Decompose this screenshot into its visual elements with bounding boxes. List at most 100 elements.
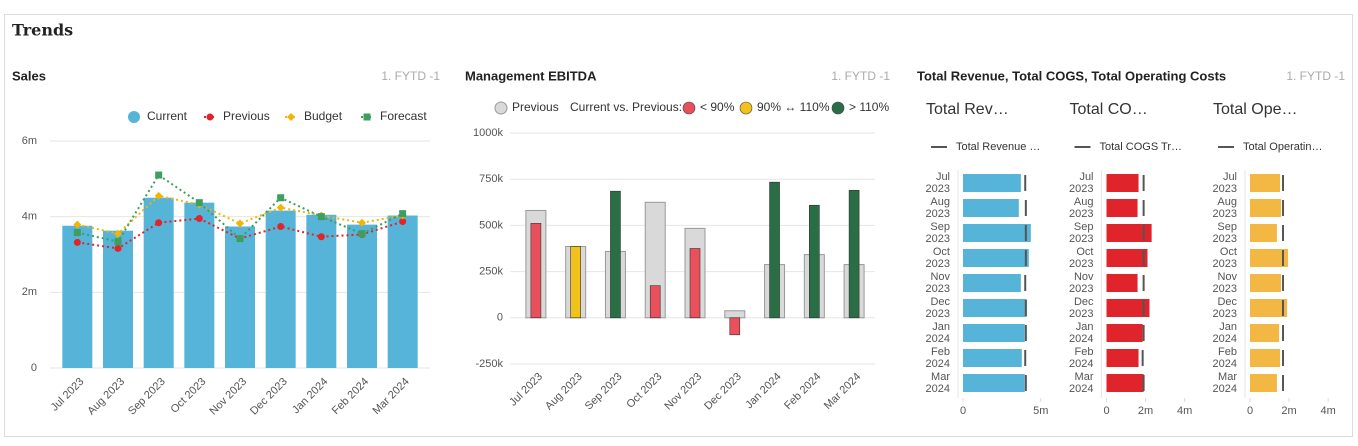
bar [1250, 224, 1277, 242]
y-tick-label: Feb 2024 [1069, 345, 1094, 371]
bar [963, 324, 1025, 342]
y-tick-label: 500k [479, 219, 503, 231]
bar [530, 223, 542, 319]
marker [358, 230, 366, 238]
legend-marker [287, 113, 295, 121]
y-tick-label: Aug 2023 [925, 195, 950, 221]
y-tick-label: Mar 2024 [1212, 370, 1237, 396]
legend-label: Total Revenue … [956, 141, 1040, 153]
y-tick-label: 0 [497, 312, 503, 324]
marker [195, 199, 203, 207]
bar [1106, 324, 1143, 342]
y-tick-label: Jan 2024 [1069, 320, 1094, 346]
marker [399, 210, 407, 218]
x-tick-label: 0 [960, 405, 966, 417]
marker [154, 191, 163, 200]
marker [155, 171, 163, 179]
bar [570, 246, 581, 319]
chart-title: Management EBITDA [465, 68, 597, 83]
line [77, 173, 404, 243]
y-tick-label: Jul 2023 [925, 170, 950, 196]
legend-label: Previous [512, 100, 559, 114]
bar [1250, 299, 1288, 317]
chart-subtitle: 1. FYTD -1 [1286, 69, 1345, 83]
y-tick-label: Oct 2023 [925, 245, 950, 271]
y-tick-label: Nov 2023 [925, 270, 950, 296]
bar [1106, 224, 1152, 242]
x-tick-label: Oct 2023 [624, 371, 664, 411]
y-tick-label: Oct 2023 [1212, 245, 1237, 271]
bar [963, 199, 1019, 217]
legend-label: Current [147, 109, 188, 123]
bar [1250, 324, 1280, 342]
y-tick-label: Sep 2023 [925, 220, 950, 246]
marker [73, 238, 81, 246]
bar [963, 349, 1022, 367]
legend-swatch [128, 111, 140, 123]
legend-label: < 90% [700, 100, 735, 114]
legend-label: Total COGS Tr… [1100, 141, 1183, 153]
x-tick-label: 4m [1177, 405, 1192, 417]
x-tick-label: 4m [1320, 405, 1335, 417]
bar [1250, 374, 1277, 392]
panel-title: Total Ope… [1213, 101, 1297, 118]
bar [387, 215, 418, 368]
x-tick-label: 2m [1138, 405, 1153, 417]
x-tick-label: Aug 2023 [543, 371, 585, 413]
bar [1250, 274, 1282, 292]
x-tick-label: 5m [1033, 405, 1048, 417]
y-tick-label: Jan 2024 [925, 320, 950, 346]
legend-label: Previous [223, 109, 270, 123]
bar [1106, 349, 1139, 367]
bar [1250, 249, 1289, 267]
y-tick-label: 1000k [473, 127, 503, 139]
x-tick-label: Jan 2024 [290, 376, 330, 416]
bar [610, 190, 621, 319]
bar [729, 317, 741, 336]
x-tick-label: Dec 2023 [702, 371, 744, 413]
legend-title: Current vs. Previous: [570, 100, 682, 114]
marker [114, 238, 122, 246]
y-tick-label: Mar 2024 [1069, 370, 1094, 396]
y-tick-label: Sep 2023 [1212, 220, 1237, 246]
y-tick-label: Dec 2023 [925, 295, 950, 321]
legend-swatch [831, 101, 845, 115]
bar [1106, 274, 1138, 292]
y-tick-label: Aug 2023 [1069, 195, 1094, 221]
bar [1106, 374, 1144, 392]
marker [317, 213, 325, 221]
marker [73, 229, 81, 237]
bar [963, 249, 1029, 267]
y-tick-label: 250k [479, 266, 503, 278]
x-tick-label: Jan 2024 [743, 371, 783, 411]
bar [1106, 174, 1139, 192]
page-title: Trends [12, 21, 73, 40]
legend-swatch [494, 101, 508, 115]
legend-swatch [739, 101, 753, 115]
marker [277, 223, 285, 231]
bar [62, 225, 93, 368]
bar [347, 224, 377, 368]
bar [1250, 199, 1282, 217]
x-tick-label: Mar 2024 [370, 376, 411, 417]
marker [317, 233, 325, 241]
x-tick-label: Mar 2024 [822, 371, 863, 412]
x-tick-label: Dec 2023 [248, 376, 290, 418]
x-tick-label: Feb 2024 [330, 376, 371, 417]
y-tick-label: Dec 2023 [1069, 295, 1094, 321]
chart-title: Sales [12, 68, 46, 83]
x-tick-label: Feb 2024 [782, 371, 823, 412]
legend-label: Total Operatin… [1243, 141, 1322, 153]
bar [963, 224, 1031, 242]
y-tick-label: Oct 2023 [1069, 245, 1094, 271]
y-tick-label: Nov 2023 [1212, 270, 1237, 296]
bar [1106, 249, 1148, 267]
marker [114, 229, 122, 238]
bar [225, 226, 255, 368]
legend-label: 90% ↔ 110% [757, 100, 830, 114]
x-tick-label: 0 [1247, 405, 1253, 417]
bar [724, 310, 746, 319]
marker [277, 194, 285, 202]
